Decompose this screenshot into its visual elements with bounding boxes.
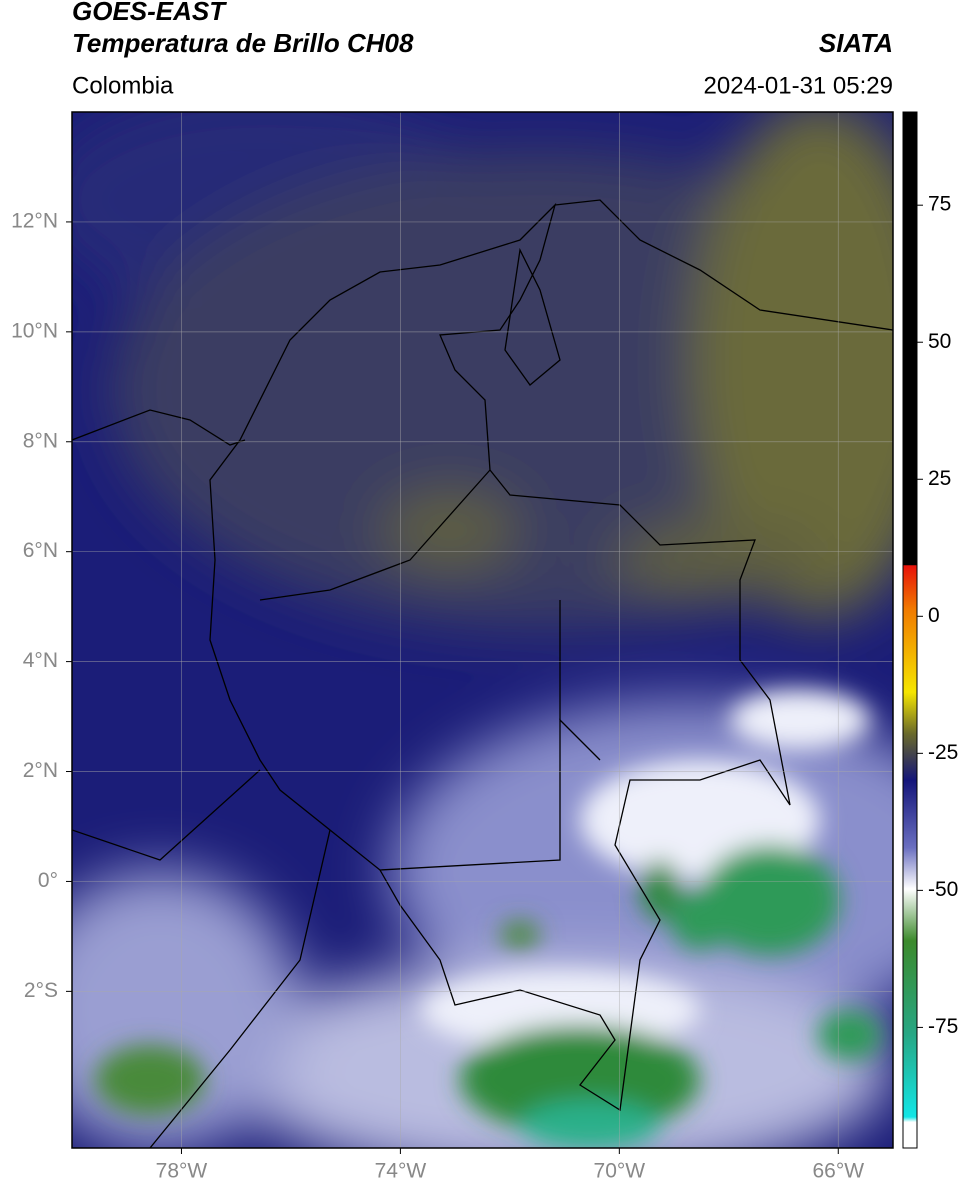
colorbar-tick-label: 75 [928, 193, 951, 216]
source: SIATA [819, 28, 893, 58]
x-tick-label: 78°W [156, 1160, 208, 1183]
colorbar-tick-label: -50 [928, 878, 958, 901]
title: GOES-EAST [72, 0, 227, 26]
colorbar-tick-label: -25 [928, 741, 958, 764]
x-tick-label: 66°W [812, 1160, 864, 1183]
y-tick-label: 6°N [23, 539, 58, 562]
y-tick-label: 2°S [24, 979, 58, 1002]
y-tick-label: 2°N [23, 759, 58, 782]
colorbar [902, 111, 918, 1149]
graticule [72, 112, 893, 1148]
map-frame [71, 111, 894, 1149]
colorbar-tick-label: 50 [928, 330, 951, 353]
x-tick-label: 70°W [594, 1160, 646, 1183]
y-tick-label: 8°N [23, 429, 58, 452]
y-tick-label: 4°N [23, 649, 58, 672]
y-tick-label: 0° [38, 869, 58, 892]
colorbar-tick-label: -75 [928, 1015, 958, 1038]
colorbar-tick-label: 25 [928, 467, 951, 490]
satellite-image [72, 112, 893, 1148]
y-tick-label: 12°N [11, 209, 58, 232]
x-tick-label: 74°W [375, 1160, 427, 1183]
region: Colombia [72, 72, 174, 99]
y-tick-label: 10°N [11, 319, 58, 342]
timestamp: 2024-01-31 05:29 [704, 72, 894, 99]
colorbar-tick-label: 0 [928, 604, 940, 627]
subtitle: Temperatura de Brillo CH08 [72, 28, 414, 58]
